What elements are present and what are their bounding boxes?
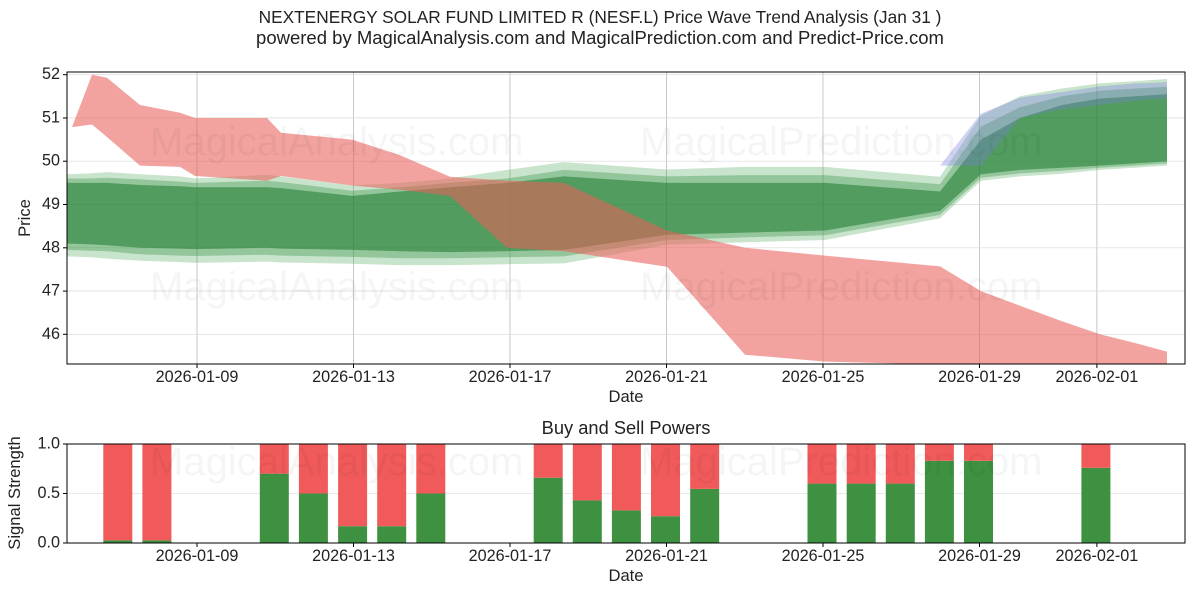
svg-text:2026-02-01: 2026-02-01: [1055, 368, 1138, 386]
svg-text:Date: Date: [608, 566, 643, 585]
svg-text:Date: Date: [608, 387, 643, 406]
svg-text:MagicalPrediction.com: MagicalPrediction.com: [640, 440, 1042, 484]
svg-text:47: 47: [42, 282, 60, 300]
svg-text:2026-01-29: 2026-01-29: [938, 368, 1021, 386]
svg-text:1.0: 1.0: [37, 435, 60, 453]
svg-text:MagicalAnalysis.com: MagicalAnalysis.com: [150, 440, 523, 484]
svg-text:2026-01-29: 2026-01-29: [938, 547, 1021, 565]
svg-text:Signal Strength: Signal Strength: [5, 436, 24, 549]
svg-text:MagicalAnalysis.com: MagicalAnalysis.com: [150, 265, 523, 309]
svg-text:52: 52: [42, 65, 60, 83]
svg-text:51: 51: [42, 109, 60, 127]
svg-text:2026-01-17: 2026-01-17: [469, 547, 552, 565]
svg-text:Buy and Sell Powers: Buy and Sell Powers: [542, 417, 711, 438]
svg-text:2026-01-13: 2026-01-13: [312, 368, 395, 386]
svg-text:50: 50: [42, 152, 60, 170]
svg-text:48: 48: [42, 238, 60, 256]
svg-text:49: 49: [42, 195, 60, 213]
svg-text:2026-01-25: 2026-01-25: [782, 368, 865, 386]
svg-text:Price: Price: [15, 199, 34, 237]
svg-text:2026-01-17: 2026-01-17: [469, 368, 552, 386]
svg-text:0.5: 0.5: [37, 484, 60, 502]
svg-text:MagicalPrediction.com: MagicalPrediction.com: [640, 265, 1042, 309]
svg-text:2026-01-09: 2026-01-09: [156, 368, 239, 386]
svg-text:0.0: 0.0: [37, 534, 60, 552]
svg-text:MagicalAnalysis.com: MagicalAnalysis.com: [150, 120, 523, 164]
svg-text:2026-01-21: 2026-01-21: [625, 547, 708, 565]
svg-text:2026-02-01: 2026-02-01: [1055, 547, 1138, 565]
svg-text:2026-01-21: 2026-01-21: [625, 368, 708, 386]
svg-text:2026-01-09: 2026-01-09: [156, 547, 239, 565]
svg-text:2026-01-13: 2026-01-13: [312, 547, 395, 565]
svg-text:MagicalPrediction.com: MagicalPrediction.com: [640, 120, 1042, 164]
svg-text:46: 46: [42, 325, 60, 343]
svg-text:2026-01-25: 2026-01-25: [782, 547, 865, 565]
